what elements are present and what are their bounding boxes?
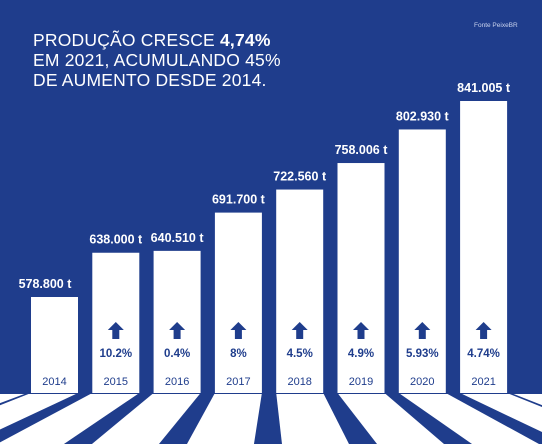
floor-stripe: [511, 393, 542, 444]
growth-label-2018: 4.5%: [287, 348, 313, 360]
value-label-2021: 841.005 t: [457, 81, 511, 95]
bar-2016: [153, 250, 201, 393]
arrow-up-icon: [414, 322, 431, 339]
tick-label-2015: 2015: [104, 376, 128, 388]
arrow-up-icon: [475, 322, 492, 339]
bar-2019: [337, 163, 385, 393]
arrow-up-icon: [107, 322, 124, 339]
arrow-up-icon: [230, 322, 247, 339]
growth-label-2016: 0.4%: [164, 348, 190, 360]
arrow-up-icon: [353, 322, 369, 339]
bar-2018: [276, 189, 324, 393]
value-label-2016: 640.510 t: [151, 231, 205, 245]
floor-stripe: [91, 393, 201, 444]
value-label-2014: 578.800 t: [19, 277, 73, 291]
title-prefix: PRODUÇÃO CRESCE: [33, 30, 220, 50]
tick-label-2014: 2014: [42, 376, 66, 388]
title-highlight: 4,74%: [219, 30, 271, 50]
bar-2017: [214, 212, 262, 393]
growth-label-2020: 5.93%: [406, 348, 439, 360]
floor-stripe: [0, 393, 140, 444]
title-line-2: EM 2021, ACUMULANDO 45%: [33, 50, 281, 70]
growth-label-2021: 4.74%: [467, 348, 500, 360]
floor-stripe: [276, 393, 349, 444]
title-line-3: DE AUMENTO DESDE 2014.: [33, 70, 267, 90]
growth-label-2017: 8%: [230, 348, 247, 360]
floor-stripe: [0, 393, 78, 430]
tick-label-2018: 2018: [287, 376, 311, 388]
arrow-up-icon: [291, 322, 308, 339]
arrow-up-icon: [169, 322, 186, 339]
growth-label-2015: 10.2%: [99, 348, 132, 360]
title-line-1: PRODUÇÃO CRESCE 4,74%: [33, 30, 281, 50]
tick-label-2016: 2016: [165, 376, 189, 388]
bar-2020: [398, 129, 446, 394]
bar-2021: [460, 101, 508, 393]
floor-stripe: [337, 393, 444, 444]
floor-divider: [0, 392, 542, 394]
growth-label-2019: 4.9%: [348, 348, 374, 360]
source-label: Fonte PeixeBR: [474, 22, 518, 29]
tick-label-2021: 2021: [471, 376, 495, 388]
value-label-2017: 691.700 t: [212, 193, 266, 207]
value-label-2019: 758.006 t: [335, 143, 389, 157]
chart-title: PRODUÇÃO CRESCE 4,74% EM 2021, ACUMULAND…: [33, 30, 281, 90]
floor-stripe: [398, 393, 540, 444]
value-label-2020: 802.930 t: [396, 109, 450, 123]
tick-label-2019: 2019: [349, 376, 373, 388]
value-label-2018: 722.560 t: [273, 170, 327, 184]
floor-stripe: [460, 393, 542, 433]
bar-2014: [31, 297, 78, 393]
tick-label-2020: 2020: [410, 376, 434, 388]
floor-stripe: [186, 393, 262, 444]
tick-label-2017: 2017: [226, 376, 250, 388]
floor-stripe: [0, 393, 27, 444]
value-label-2015: 638.000 t: [89, 233, 143, 247]
